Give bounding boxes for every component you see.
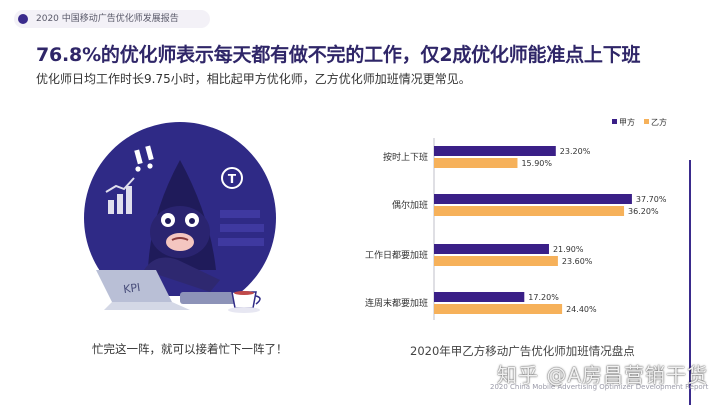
bar-jiafang bbox=[434, 194, 632, 204]
exclamation-icon bbox=[134, 145, 154, 172]
bar-jiafang bbox=[434, 292, 525, 302]
legend-swatch bbox=[612, 119, 617, 124]
bar-chart-icon bbox=[105, 177, 135, 214]
watermark: 知乎 @A房昌营销干货 bbox=[497, 363, 709, 387]
category-label: 工作日都要加班 bbox=[365, 249, 428, 261]
report-footer: 2020 China Mobile Advertising Optimizer … bbox=[490, 383, 709, 391]
mouth-area bbox=[166, 233, 194, 251]
laptop: KPI bbox=[96, 270, 190, 310]
page-subtitle: 优化师日均工作时长9.75小时，相比起甲方优化师，乙方优化师加班情况更常见。 bbox=[36, 72, 471, 86]
page-title: 76.8%的优化师表示每天都有做不完的工作，仅2成优化师能准点上下班 bbox=[36, 44, 641, 66]
category-label: 按时上下班 bbox=[383, 151, 428, 163]
coffee-cup-icon bbox=[228, 291, 261, 313]
data-label: 24.40% bbox=[566, 305, 597, 314]
bar-yifang bbox=[434, 256, 558, 266]
bar-yifang bbox=[434, 304, 563, 314]
overworked-optimizer-illustration: T KPI bbox=[60, 122, 300, 335]
accent-rule bbox=[689, 160, 691, 405]
bar-jiafang bbox=[434, 146, 556, 156]
arm bbox=[144, 257, 220, 292]
bar-yifang bbox=[434, 206, 625, 216]
chart-legend: 甲方 乙方 bbox=[612, 117, 667, 127]
legend-label: 甲方 bbox=[619, 117, 635, 127]
legend-label: 乙方 bbox=[651, 117, 667, 127]
data-label: 17.20% bbox=[528, 293, 559, 302]
keyboard bbox=[180, 292, 236, 304]
data-label: 36.20% bbox=[628, 207, 659, 216]
svg-text:T: T bbox=[228, 172, 237, 186]
desk bbox=[60, 296, 300, 335]
legend-swatch bbox=[644, 119, 649, 124]
bar-yifang bbox=[434, 158, 518, 168]
bookshelf bbox=[218, 210, 264, 246]
report-tag-pill bbox=[14, 10, 210, 28]
chart-bars: 按时上下班 23.20% 15.90% 偶尔加班 37.70% 36.20% 工作日都要加班… bbox=[365, 138, 667, 320]
data-label: 23.20% bbox=[560, 147, 591, 156]
data-label: 21.90% bbox=[553, 245, 584, 254]
data-label: 15.90% bbox=[521, 159, 552, 168]
data-label: 37.70% bbox=[636, 195, 667, 204]
bar-jiafang bbox=[434, 244, 549, 254]
category-label: 连周末都要加班 bbox=[365, 297, 428, 309]
laptop-label: KPI bbox=[122, 281, 141, 296]
category-label: 偶尔加班 bbox=[392, 199, 428, 211]
chart-title: 2020年甲乙方移动广告优化师加班情况盘点 bbox=[410, 344, 635, 358]
pin-icon: T bbox=[221, 167, 243, 189]
report-tag-dot bbox=[18, 14, 28, 24]
illustration-caption: 忙完这一阵，就可以接着忙下一阵了！ bbox=[92, 342, 288, 356]
report-tag: 2020 中国移动广告优化师发展报告 bbox=[36, 14, 179, 24]
data-label: 23.60% bbox=[562, 257, 593, 266]
